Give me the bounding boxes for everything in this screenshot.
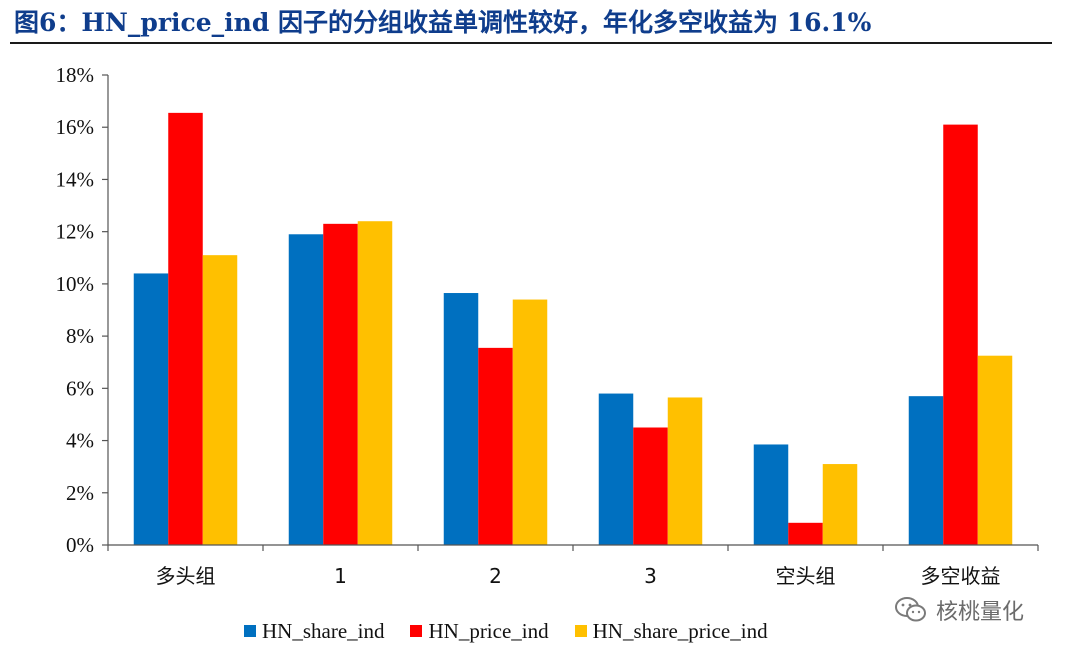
page-title: 图6：HN_price_ind 因子的分组收益单调性较好，年化多空收益为 16.…: [14, 8, 872, 37]
bar: [443, 293, 479, 545]
x-tick-label: 空头组: [776, 564, 836, 588]
bar: [512, 299, 548, 545]
watermark-text: 核桃量化: [936, 600, 1025, 625]
bar: [908, 396, 944, 545]
y-tick-label: 2%: [66, 481, 94, 505]
bar: [598, 393, 634, 545]
legend-swatch: [410, 625, 423, 637]
y-tick-label: 14%: [56, 167, 95, 191]
bar: [133, 273, 169, 545]
x-tick-label: 3: [644, 564, 657, 588]
y-tick-label: 10%: [56, 272, 95, 296]
x-tick-label: 2: [489, 564, 502, 588]
bar: [323, 223, 358, 546]
bar: [943, 124, 978, 545]
legend-label: HN_share_ind: [262, 618, 385, 643]
x-tick-label: 多空收益: [921, 564, 1001, 588]
bar: [667, 397, 703, 545]
legend-label: HN_price_ind: [428, 618, 549, 643]
y-tick-label: 0%: [66, 533, 94, 557]
bar: [288, 234, 324, 545]
legend-item-hn-price-ind: HN_price_ind: [410, 618, 549, 644]
bar: [822, 464, 858, 545]
x-tick-label: 多头组: [156, 564, 216, 588]
title-divider: [10, 42, 1052, 44]
bar: [202, 255, 238, 545]
chart-legend: HN_share_ind HN_price_ind HN_share_price…: [244, 617, 794, 645]
y-tick-label: 6%: [66, 376, 94, 400]
legend-label: HN_share_price_ind: [592, 618, 768, 643]
wechat-icon: [895, 597, 926, 622]
legend-swatch: [574, 625, 587, 637]
bar: [633, 427, 668, 545]
y-tick-label: 12%: [56, 220, 95, 244]
bar: [753, 444, 789, 545]
bar: [478, 347, 513, 545]
bar: [977, 355, 1013, 545]
legend-swatch: [244, 625, 256, 637]
bar: [788, 522, 823, 545]
legend-item-hn-share-price-ind: HN_share_price_ind: [574, 618, 768, 644]
bar: [357, 221, 393, 545]
y-tick-label: 4%: [66, 429, 94, 453]
y-tick-label: 16%: [56, 115, 95, 139]
x-tick-label: 1: [334, 564, 347, 588]
y-tick-label: 8%: [66, 324, 94, 348]
bar: [168, 112, 203, 545]
watermark: 核桃量化: [894, 594, 1024, 626]
y-tick-label: 18%: [56, 63, 95, 87]
legend-item-hn-share-ind: HN_share_ind: [244, 619, 384, 644]
